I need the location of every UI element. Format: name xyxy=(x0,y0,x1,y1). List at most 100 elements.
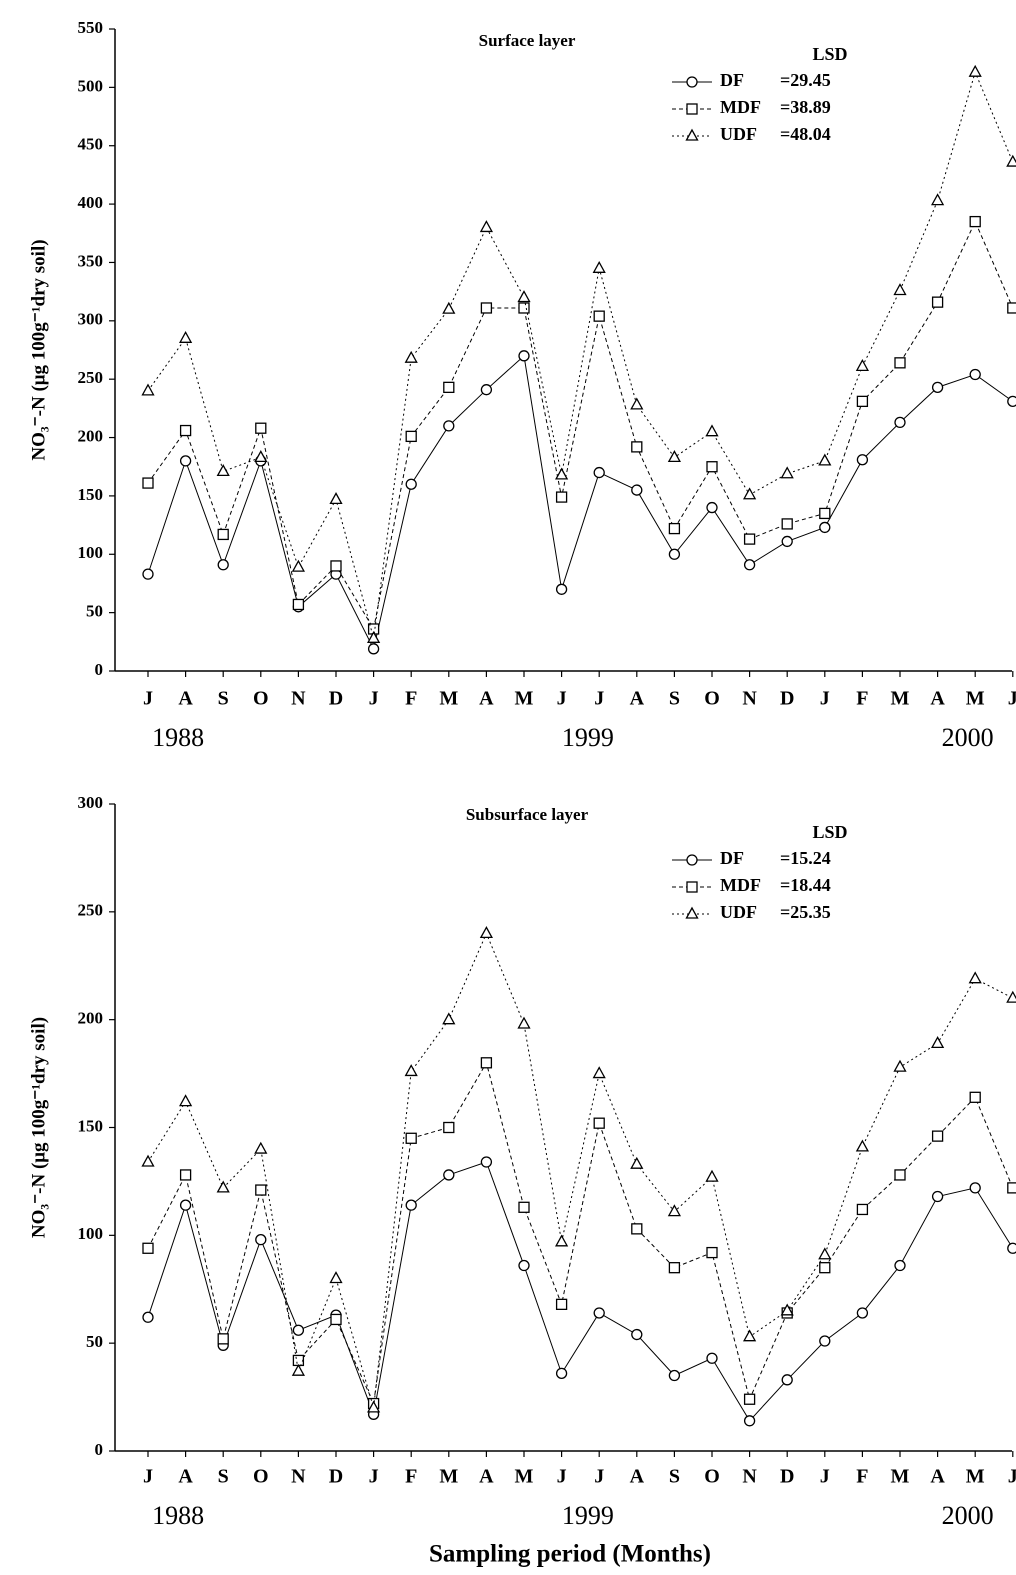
x-tick-label: J xyxy=(820,1466,830,1488)
marker-circle xyxy=(631,1328,643,1341)
marker-square xyxy=(668,522,681,535)
marker-circle xyxy=(668,1369,681,1382)
marker-square xyxy=(743,533,756,545)
x-tick-label: J xyxy=(143,1466,153,1488)
marker-circle xyxy=(443,420,455,432)
x-tick-label: F xyxy=(405,1466,417,1488)
x-tick-label: A xyxy=(630,688,645,710)
y-axis-label: NO₃⁻-N (μg 100g⁻¹dry soil) xyxy=(28,1017,49,1238)
marker-circle xyxy=(819,1335,831,1347)
y-tick-label: 100 xyxy=(78,1224,104,1243)
marker-square xyxy=(217,1333,229,1345)
marker-square xyxy=(480,302,493,314)
x-tick-label: J xyxy=(1008,688,1016,710)
marker-circle xyxy=(931,1190,944,1203)
x-tick-label: A xyxy=(630,1466,645,1488)
x-tick-label: J xyxy=(1008,1466,1016,1488)
marker-square xyxy=(555,1298,568,1310)
marker-square xyxy=(405,1132,417,1144)
marker-circle xyxy=(781,535,793,548)
x-tick-label: A xyxy=(930,688,945,710)
marker-circle xyxy=(217,559,229,571)
x-tick-label: F xyxy=(405,688,417,710)
marker-triangle xyxy=(893,283,907,296)
legend-lsd: =29.45 xyxy=(780,70,831,90)
y-tick-label: 0 xyxy=(95,1440,104,1459)
x-tick-label: M xyxy=(439,1466,458,1488)
legend-name: UDF xyxy=(720,902,757,922)
marker-circle xyxy=(856,454,869,466)
y-tick-label: 300 xyxy=(78,793,104,812)
marker-square xyxy=(969,1091,981,1103)
marker-circle xyxy=(142,568,154,580)
marker-triangle xyxy=(630,397,644,410)
x-tick-label: D xyxy=(780,1466,794,1488)
marker-circle xyxy=(367,643,380,655)
marker-square xyxy=(330,560,342,572)
y-tick-label: 500 xyxy=(78,76,104,95)
x-tick-label: N xyxy=(742,1466,757,1488)
marker-triangle xyxy=(254,450,268,463)
x-tick-label: M xyxy=(966,688,985,710)
marker-circle xyxy=(931,381,944,394)
marker-triangle xyxy=(179,1094,193,1107)
marker-triangle xyxy=(743,487,757,500)
marker-square xyxy=(179,1169,192,1181)
y-tick-label: 400 xyxy=(78,193,104,212)
marker-square xyxy=(668,1262,681,1274)
marker-circle xyxy=(1007,395,1016,408)
marker-triangle xyxy=(780,466,794,479)
marker-circle xyxy=(969,368,981,381)
marker-triangle xyxy=(931,193,945,206)
marker-triangle xyxy=(555,467,569,480)
x-tick-label: M xyxy=(515,688,534,710)
series-line xyxy=(147,220,1014,631)
marker-circle xyxy=(405,478,417,490)
marker-circle xyxy=(593,1307,605,1319)
legend-marker xyxy=(686,103,698,115)
marker-circle xyxy=(255,1233,267,1246)
x-tick-label: J xyxy=(369,1466,379,1488)
marker-square xyxy=(631,441,643,453)
legend-lsd: =38.89 xyxy=(780,97,831,117)
marker-triangle xyxy=(254,1141,268,1154)
year-label: 1988 xyxy=(152,723,204,752)
legend-lsd: =25.35 xyxy=(780,902,831,922)
marker-circle xyxy=(706,1352,718,1364)
marker-circle xyxy=(593,466,605,479)
marker-square xyxy=(443,1121,455,1134)
legend-marker xyxy=(686,854,698,866)
marker-triangle xyxy=(780,1303,794,1316)
x-tick-label: J xyxy=(557,688,567,710)
marker-triangle xyxy=(893,1059,907,1072)
x-tick-label: N xyxy=(742,688,757,710)
marker-triangle xyxy=(479,926,493,939)
marker-circle xyxy=(743,559,756,571)
marker-triangle xyxy=(216,464,230,477)
legend-marker xyxy=(686,76,698,88)
marker-square xyxy=(480,1057,493,1069)
marker-triangle xyxy=(329,492,343,505)
x-tick-label: N xyxy=(291,688,306,710)
legend-title: LSD xyxy=(812,822,847,842)
x-tick-label: F xyxy=(856,688,868,710)
chart-title: Subsurface layer xyxy=(466,805,589,824)
x-tick-label: D xyxy=(329,688,343,710)
marker-circle xyxy=(894,1259,906,1272)
marker-circle xyxy=(819,521,831,534)
marker-square xyxy=(931,1130,944,1142)
x-tick-label: J xyxy=(143,688,153,710)
legend-name: DF xyxy=(720,70,744,90)
marker-square xyxy=(593,310,605,322)
y-tick-label: 350 xyxy=(78,251,104,270)
x-tick-label: J xyxy=(820,688,830,710)
marker-triangle xyxy=(442,1012,456,1025)
marker-square xyxy=(255,422,267,434)
x-axis-label: Sampling period (Months) xyxy=(429,1541,711,1568)
legend-name: DF xyxy=(720,848,744,868)
legend-lsd: =15.24 xyxy=(780,848,831,868)
marker-circle xyxy=(1007,1242,1016,1254)
year-label: 1999 xyxy=(562,1501,614,1530)
x-tick-label: M xyxy=(515,1466,534,1488)
marker-circle xyxy=(969,1182,981,1194)
